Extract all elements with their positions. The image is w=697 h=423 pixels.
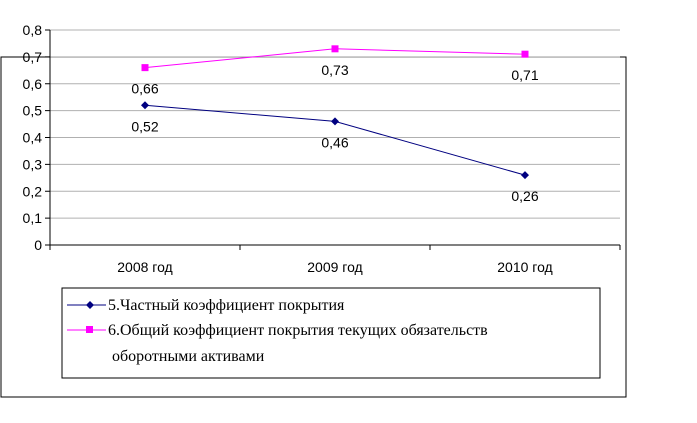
legend-label-series-2-line-1: 6.Общий коэффициент покрытия текущих обя… [108,322,488,339]
legend-entry-series-1: 5.Частный коэффициент покрытия [67,297,345,314]
series-2-label-1: 0,73 [321,62,348,78]
series-1-point-1 [331,117,339,126]
y-tick-label-2: 0,2 [23,183,43,199]
legend-marker-series-2 [86,326,93,333]
gridlines [50,29,620,219]
y-tick-label-7: 0,7 [23,49,43,65]
y-tick-label-1: 0,1 [23,210,43,226]
series-1-label-2: 0,26 [511,188,538,204]
series-1-label-1: 0,46 [321,134,348,150]
y-tick-label-5: 0,5 [23,103,43,119]
series-2-label-0: 0,66 [131,81,158,97]
series-2-point-2 [521,50,529,58]
data-labels: 0,52 0,46 0,26 0,66 0,73 0,71 [131,62,538,204]
legend-label-series-2: 6.Общий коэффициент покрытия текущих обя… [108,322,492,365]
series-layer [141,45,529,180]
series-2-point-1 [331,45,339,53]
x-tick-label-2: 2010 год [497,259,552,275]
legend-entry-series-2: 6.Общий коэффициент покрытия текущих обя… [67,322,492,365]
legend-box [61,287,601,379]
series-1-point-2 [521,171,529,180]
y-tick-label-0: 0 [34,237,42,253]
legend: 5.Частный коэффициент покрытия 6.Общий к… [61,287,601,379]
y-tick-label-8: 0,8 [23,22,43,38]
legend-label-series-2-line-2: оборотными активами [112,348,265,365]
series-1-label-0: 0,52 [131,118,158,134]
series-1-point-0 [141,101,149,110]
y-tick-label-6: 0,6 [23,76,43,92]
series-2-point-0 [141,64,149,72]
y-tick-label-4: 0,4 [23,130,43,146]
legend-label-series-1: 5.Частный коэффициент покрытия [108,297,345,314]
x-tick-label-0: 2008 год [117,259,172,275]
axes: 0 0,1 0,2 0,3 0,4 0,5 0,6 0,7 0,8 2008 год 2009 го… [23,22,621,275]
x-tick-label-1: 2009 год [307,259,362,275]
y-tick-label-3: 0,3 [23,156,43,172]
series-2-label-2: 0,71 [511,67,538,83]
legend-marker-series-1 [86,301,94,309]
